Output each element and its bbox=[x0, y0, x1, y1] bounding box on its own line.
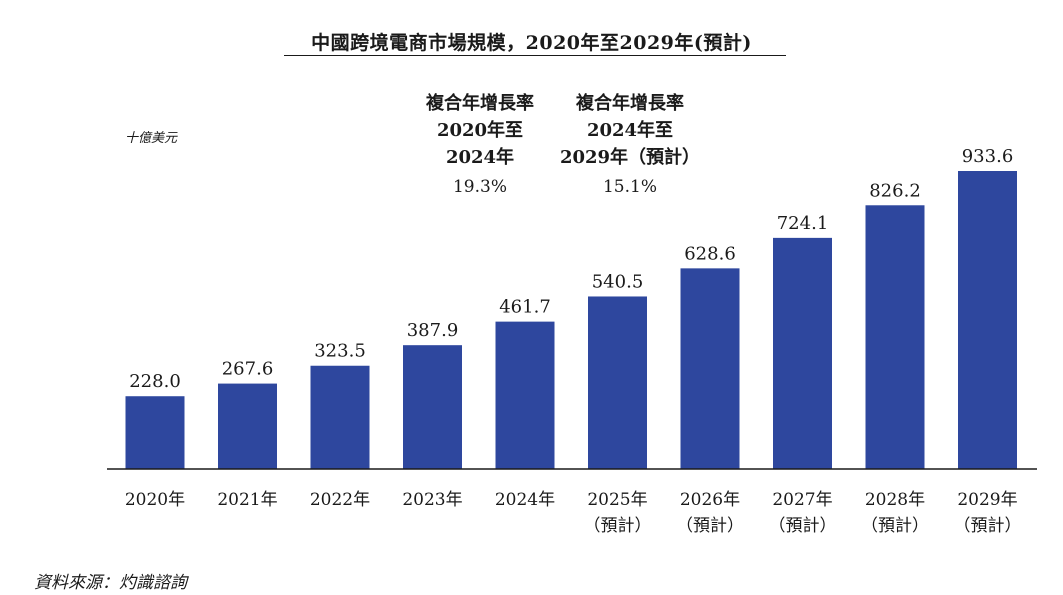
x-tick-label: 2024年 bbox=[495, 490, 555, 510]
x-tick-label: （預計） bbox=[954, 516, 1022, 536]
x-tick-label: 2027年 bbox=[772, 490, 832, 510]
x-tick-label: （預計） bbox=[676, 516, 744, 536]
source-note: 資料來源：灼識諮詢 bbox=[34, 573, 187, 593]
x-tick-label: 2022年 bbox=[310, 490, 370, 510]
unit-label: 十億美元 bbox=[125, 131, 178, 146]
bar-value-label: 228.0 bbox=[129, 371, 181, 392]
bar-value-label: 323.5 bbox=[314, 341, 366, 362]
bar bbox=[218, 383, 277, 469]
x-tick-label: （預計） bbox=[584, 516, 652, 536]
x-tick-label: 2026年 bbox=[680, 490, 740, 510]
bar-value-label: 461.7 bbox=[499, 297, 551, 318]
cagr-block-2024-2029: 複合年增長率 2024年至 2029年（預計） 15.1% bbox=[550, 90, 710, 197]
chart-title: 中國跨境電商市場規模，2020年至2029年(預計) bbox=[311, 32, 752, 54]
bar bbox=[588, 296, 647, 469]
bar-value-label: 628.6 bbox=[684, 243, 736, 264]
bar-chart: 228.0 2020年 267.6 2021年 323.5 2022年 387.9 2023年… bbox=[107, 146, 1037, 536]
x-tick-label: 2021年 bbox=[217, 490, 277, 510]
bar bbox=[680, 268, 740, 469]
bar bbox=[403, 345, 462, 469]
cagr-value: 19.3% bbox=[452, 177, 507, 197]
x-tick-label: （預計） bbox=[861, 516, 929, 536]
cagr-header: 複合年增長率 2024年至 2029年（預計） bbox=[559, 93, 701, 168]
bar-value-label: 724.1 bbox=[777, 213, 829, 234]
title-underline bbox=[284, 55, 786, 56]
bar-value-label: 540.5 bbox=[592, 271, 644, 292]
cagr-block-2020-2024: 複合年增長率 2020年至 2024年 19.3% bbox=[400, 90, 560, 197]
x-tick-label: 2023年 bbox=[402, 490, 462, 510]
bar-value-label: 933.6 bbox=[962, 146, 1014, 167]
x-tick-label: 2025年 bbox=[587, 490, 647, 510]
bar-value-label: 267.6 bbox=[222, 359, 274, 380]
bar bbox=[773, 237, 832, 469]
cagr-value: 15.1% bbox=[602, 177, 657, 197]
bar-value-label: 826.2 bbox=[869, 180, 921, 201]
bar bbox=[958, 171, 1017, 469]
cagr-header: 複合年增長率 2020年至 2024年 bbox=[426, 93, 534, 168]
bar bbox=[125, 396, 185, 469]
x-tick-label: 2020年 bbox=[125, 490, 185, 510]
bar-value-label: 387.9 bbox=[407, 320, 459, 341]
bar bbox=[310, 365, 370, 469]
bar bbox=[495, 321, 555, 469]
x-tick-label: 2029年 bbox=[957, 490, 1017, 510]
x-tick-label: （預計） bbox=[769, 516, 837, 536]
bar bbox=[865, 205, 925, 469]
x-tick-label: 2028年 bbox=[865, 490, 925, 510]
